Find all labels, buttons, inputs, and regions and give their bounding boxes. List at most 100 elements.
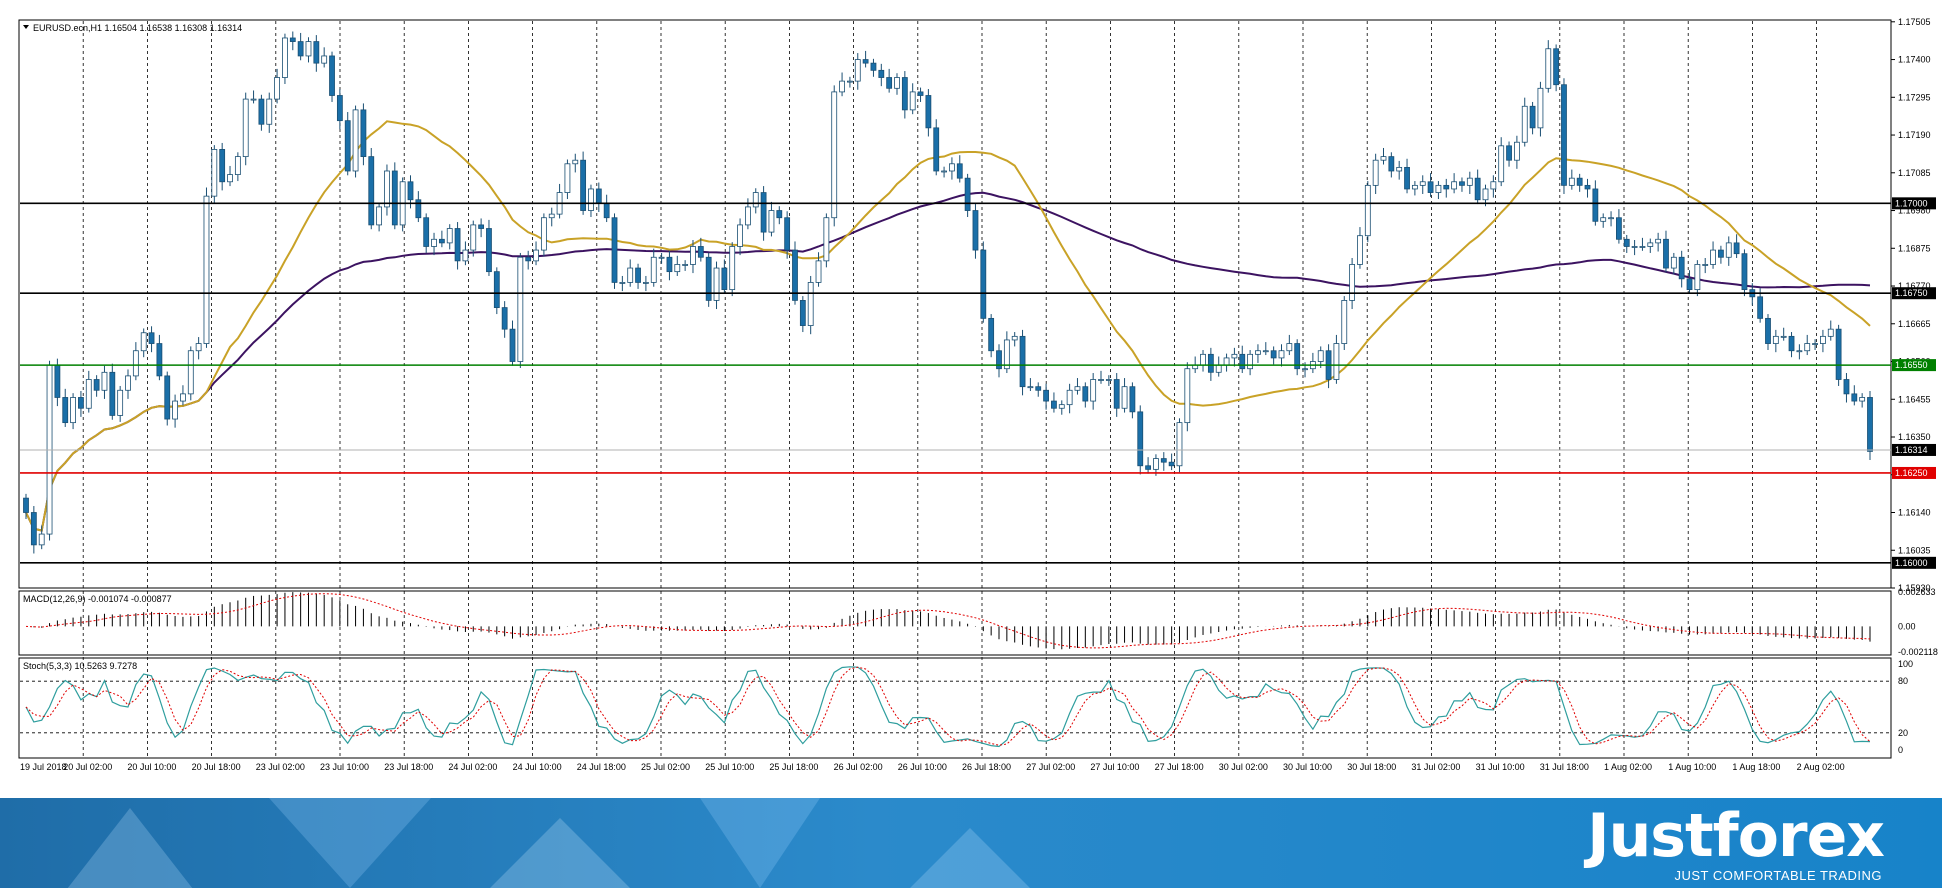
candle-bearish [1553,48,1560,86]
stoch-scale-label: 80 [1898,676,1908,686]
candle-bullish [1176,422,1183,467]
candle-bearish [1718,249,1724,258]
candle-bearish [1294,343,1301,370]
candle-bearish [219,149,226,183]
candle-bearish [360,109,367,158]
price-tick-label: 1.17295 [1898,92,1931,102]
candle-bullish [227,174,233,183]
candle-bullish [376,206,383,226]
candle-bullish [172,400,178,420]
time-tick-label: 23 Jul 02:00 [256,762,305,772]
macd-scale-label: -0.002118 [1898,647,1938,657]
candle-bullish [234,156,241,175]
candle-bullish [101,371,108,391]
price-level-tag [1892,466,1936,479]
candle-bullish [1694,264,1701,291]
candle-bullish [274,77,280,100]
candle-bearish [313,41,320,64]
candle-bullish [1349,264,1356,301]
candle-bullish [132,350,139,377]
price-tick-label: 1.16035 [1898,545,1931,555]
candle-bearish [54,364,61,398]
time-tick-label: 25 Jul 10:00 [705,762,754,772]
candle-bullish [1568,177,1575,186]
candle-bullish [1725,242,1732,258]
candle-bullish [627,267,634,283]
time-tick-label: 27 Jul 02:00 [1026,762,1075,772]
candle-bearish [956,163,963,179]
candle-bearish [525,256,532,262]
candle-bearish [697,246,704,258]
stoch-scale-label: 100 [1898,659,1913,669]
time-tick-label: 20 Jul 10:00 [127,762,176,772]
candle-bullish [1521,105,1528,143]
candle-bullish [1490,181,1497,190]
candle-bearish [1051,400,1057,409]
candle-bearish [1843,379,1850,395]
candle-bullish [1513,141,1520,161]
candle-bullish [894,77,900,89]
time-tick-label: 26 Jul 02:00 [834,762,883,772]
candle-bearish [501,307,508,330]
candle-bearish [1623,238,1630,247]
time-tick-label: 19 Jul 2018 [20,762,67,772]
candle-bullish [1255,350,1261,355]
branding-footer: Justforex JUST COMFORTABLE TRADING [0,798,1942,888]
candle-bearish [1506,145,1512,161]
candle-bullish [446,228,453,244]
time-tick-label: 31 Jul 10:00 [1476,762,1525,772]
price-panel [20,31,1891,564]
candle-bearish [1741,253,1748,291]
time-tick-label: 30 Jul 10:00 [1283,762,1332,772]
price-tick-label: 1.16980 [1898,206,1931,216]
price-level-tag [1892,287,1936,300]
price-level-label: 1.16750 [1895,288,1928,298]
symbol-menu-arrow-icon[interactable] [23,25,29,29]
candle-bearish [1129,386,1136,413]
candle-bullish [1302,368,1308,371]
candle-bullish [682,264,689,266]
candle-bearish [901,77,908,111]
macd-panel-frame [18,590,1892,656]
stoch-label: Stoch(5,3,3) 10.5263 9.7278 [23,661,137,671]
time-tick-label: 30 Jul 02:00 [1219,762,1268,772]
candle-bullish [211,149,218,197]
candle-bullish [1710,249,1716,265]
time-tick-label: 31 Jul 02:00 [1411,762,1460,772]
candle-bullish [642,282,649,284]
candle-bearish [454,228,461,262]
candle-bullish [941,170,947,173]
price-tick-label: 1.16665 [1898,319,1931,329]
price-level-tag [1892,197,1936,210]
candle-bullish [1184,368,1191,424]
candle-bearish [1388,156,1395,172]
candle-bullish [1670,256,1677,269]
candle-bullish [1804,343,1811,352]
candle-bullish [540,217,547,251]
price-level-label: 1.16250 [1895,468,1928,478]
candle-bearish [1137,411,1144,467]
candle-bearish [1663,238,1669,269]
candle-bearish [1239,353,1246,370]
candle-bullish [713,267,720,301]
candle-bearish [438,238,445,244]
time-tick-label: 31 Jul 18:00 [1540,762,1589,772]
candle-bullish [839,80,845,93]
candle-bearish [705,256,712,301]
candle-bullish [815,260,822,283]
candle-bullish [1153,458,1159,470]
time-tick-label: 24 Jul 18:00 [577,762,626,772]
candle-bullish [1466,177,1473,186]
candle-bearish [1168,461,1175,467]
candle-bullish [1396,166,1403,172]
candle-bearish [862,59,869,64]
candle-bullish [572,159,579,165]
candle-bearish [1019,335,1026,388]
candle-bullish [85,379,92,409]
candle-bullish [1247,353,1254,370]
price-axis: 1.17505 1.17400 1.17295 1.17190 1.17085 1.169… [1891,17,1936,593]
candle-bullish [470,224,477,251]
stoch-scale-label: 20 [1898,728,1908,738]
candle-bullish [1435,184,1442,193]
